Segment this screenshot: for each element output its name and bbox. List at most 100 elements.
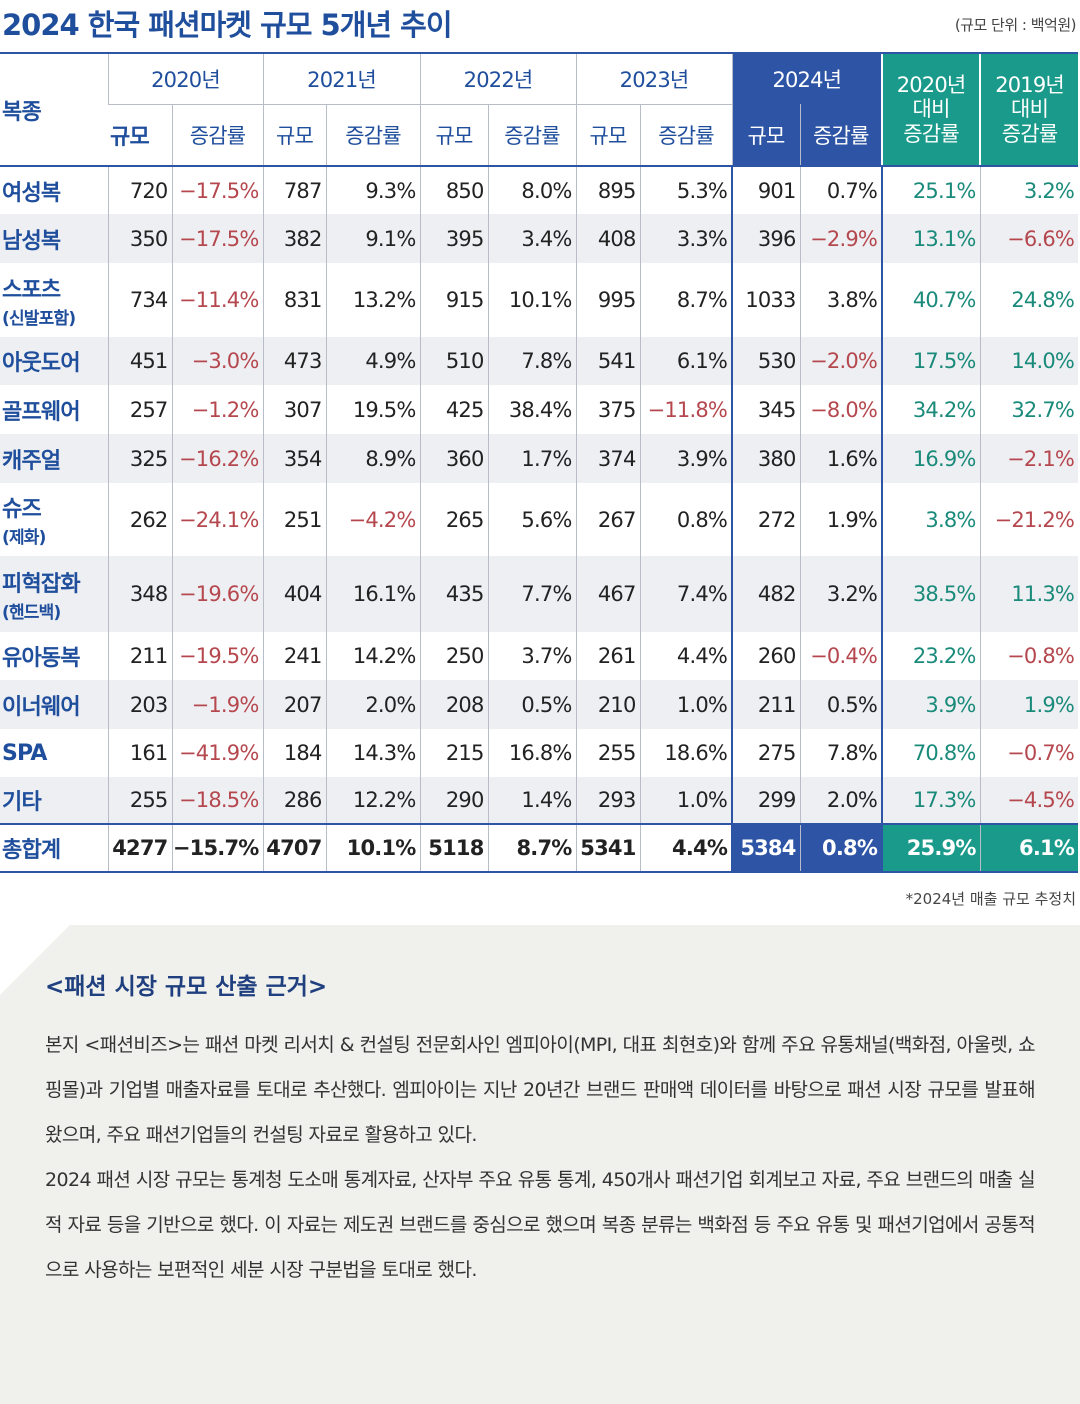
cell: 11.3% <box>979 556 1079 632</box>
cell: 5341 <box>575 823 641 873</box>
cell: 901 <box>731 166 801 214</box>
row-name: 기타 <box>2 790 42 815</box>
cell: 207 <box>262 680 327 729</box>
cell: 18.6% <box>639 729 733 777</box>
sub-header: 규모 <box>108 104 172 167</box>
cell: 510 <box>419 337 489 385</box>
cell: 831 <box>262 263 327 337</box>
cell: −18.5% <box>171 777 264 824</box>
row-label: 피혁잡화 (핸드백) <box>0 556 108 632</box>
row-name: 스포츠 <box>2 277 61 303</box>
cell: 251 <box>262 483 327 556</box>
cell: 25.9% <box>881 823 981 873</box>
sub-header: 증감률 <box>487 104 577 167</box>
row-name: 이너웨어 <box>2 694 81 720</box>
title: 2024 한국 패션마켓 규모 5개년 추이 <box>2 8 453 42</box>
cell: 25.1% <box>881 166 981 214</box>
cell: −2.1% <box>979 434 1079 483</box>
data-row: 유아동복 211 −19.5% 241 14.2% 250 3.7% 261 4.4% 260 −0… <box>0 632 1079 680</box>
row-name: 유아동복 <box>2 646 81 671</box>
cell: 530 <box>731 337 801 385</box>
cell: 7.7% <box>487 556 577 632</box>
cell: 7.8% <box>799 729 884 777</box>
cell: −0.7% <box>979 729 1079 777</box>
market-table: 복종 2020년 2021년 2022년 2023년 2024년 2020년 대비 증감률 201… <box>0 52 1079 873</box>
cell: 184 <box>262 729 327 777</box>
row-name: 여성복 <box>2 180 61 206</box>
year-header: 2020년 <box>107 52 264 105</box>
cell: 211 <box>731 680 801 729</box>
cell: 14.2% <box>325 632 421 680</box>
cell: 267 <box>575 483 641 556</box>
cell: 1.9% <box>799 483 884 556</box>
cell: 348 <box>107 556 172 632</box>
cell: 2.0% <box>799 777 884 824</box>
cell: 8.7% <box>487 823 577 873</box>
cell: −4.5% <box>979 777 1079 824</box>
data-row: 아웃도어 451 −3.0% 473 4.9% 510 7.8% 541 6.1% 530 −2.0… <box>0 337 1079 385</box>
cell: 210 <box>575 680 641 729</box>
cell: 5384 <box>731 823 801 873</box>
cell: 4.4% <box>639 823 733 873</box>
cell: 396 <box>731 214 801 263</box>
cell: 0.8% <box>639 483 733 556</box>
row-sublabel: (제화) <box>2 528 46 548</box>
cell: 40.7% <box>881 263 981 337</box>
cell: 38.5% <box>881 556 981 632</box>
sub-header: 규모 <box>262 104 327 167</box>
cell: 17.5% <box>881 337 981 385</box>
row-label: 총합계 <box>0 823 108 873</box>
cell: −11.8% <box>639 385 733 434</box>
compare-header-line: 2020년 <box>896 73 967 98</box>
cell: 286 <box>262 777 327 824</box>
cell: 4.4% <box>639 632 733 680</box>
cell: 325 <box>107 434 172 483</box>
cell: −16.2% <box>171 434 264 483</box>
cell: 375 <box>575 385 641 434</box>
cell: 250 <box>419 632 489 680</box>
cell: 350 <box>107 214 172 263</box>
cell: 3.8% <box>881 483 981 556</box>
cell: 1.7% <box>487 434 577 483</box>
sub-header: 규모 <box>731 104 801 167</box>
cell: 787 <box>262 166 327 214</box>
cell: 9.3% <box>325 166 421 214</box>
cell: 16.1% <box>325 556 421 632</box>
row-sublabel: (신발포함) <box>2 308 76 329</box>
row-name: 피혁잡화 <box>2 571 81 597</box>
cell: 3.9% <box>639 434 733 483</box>
cell: 290 <box>419 777 489 824</box>
cell: 8.7% <box>639 263 733 337</box>
data-row: 기타 255 −18.5% 286 12.2% 290 1.4% 293 1.0% 299 2.0%… <box>0 777 1079 824</box>
cell: 382 <box>262 214 327 263</box>
cell: 257 <box>107 385 172 434</box>
cell: 3.8% <box>799 263 884 337</box>
cell: −1.9% <box>171 680 264 729</box>
row-sublabel: (핸드백) <box>2 602 61 623</box>
cell: −11.4% <box>171 263 264 337</box>
cell: 1.9% <box>979 680 1079 729</box>
data-row: 스포츠 (신발포함) 734 −11.4% 831 13.2% 915 10.1% 995 8.7… <box>0 263 1079 337</box>
cell: 14.3% <box>325 729 421 777</box>
cell: 19.5% <box>325 385 421 434</box>
cell: 720 <box>107 166 172 214</box>
cell: −0.8% <box>979 632 1079 680</box>
cell: 3.9% <box>881 680 981 729</box>
cell: 9.1% <box>325 214 421 263</box>
cell: 215 <box>419 729 489 777</box>
cell: 7.4% <box>639 556 733 632</box>
cell: 3.2% <box>799 556 884 632</box>
data-row: SPA 161 −41.9% 184 14.3% 215 16.8% 255 18.6% 275 7… <box>0 729 1079 777</box>
cell: 8.0% <box>487 166 577 214</box>
cell: 3.3% <box>639 214 733 263</box>
cell: 8.9% <box>325 434 421 483</box>
cell: 895 <box>575 166 641 214</box>
row-name: 남성복 <box>2 228 61 254</box>
cell: 1.0% <box>639 777 733 824</box>
cell: 211 <box>107 632 172 680</box>
year-header: 2022년 <box>419 52 577 105</box>
cell: 203 <box>107 680 172 729</box>
cell: 5118 <box>419 823 489 873</box>
cell: 734 <box>107 263 172 337</box>
data-row: 피혁잡화 (핸드백) 348 −19.6% 404 16.1% 435 7.7% 467 7.4%… <box>0 556 1079 632</box>
